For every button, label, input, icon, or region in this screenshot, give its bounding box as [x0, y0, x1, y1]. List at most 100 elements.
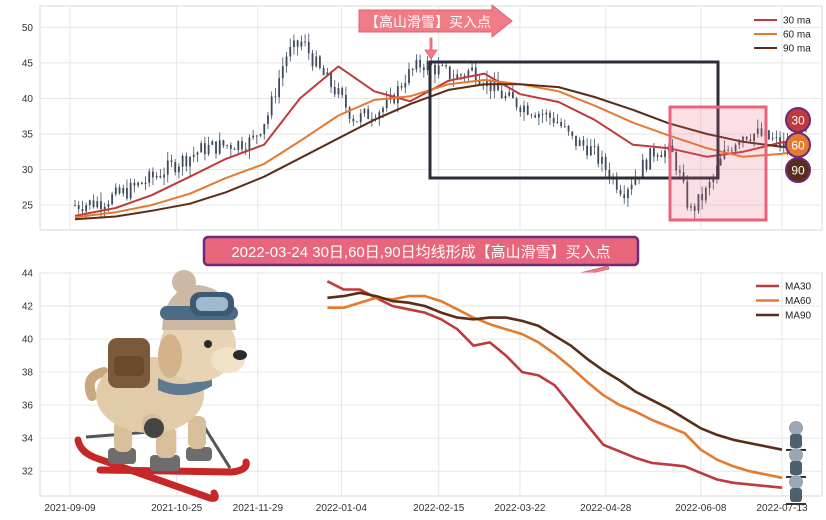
- bottom-y-tick-label: 38: [22, 368, 34, 379]
- bottom-series-MA90: [327, 291, 783, 451]
- candle-body: [422, 67, 425, 71]
- candle-body: [704, 187, 707, 201]
- bottom-y-tick-label: 40: [22, 335, 34, 346]
- candle-body: [192, 154, 195, 157]
- candle-body: [341, 88, 344, 95]
- small-skier-icon: [786, 421, 806, 505]
- candle-body: [185, 155, 188, 167]
- badge-90: [785, 157, 811, 183]
- candle-body: [563, 125, 566, 127]
- candle-body: [511, 92, 514, 99]
- candle-body: [88, 200, 91, 206]
- banner-box: [202, 235, 640, 267]
- candle-body: [727, 149, 730, 151]
- candle-body: [601, 156, 603, 164]
- candle-body: [486, 79, 488, 87]
- top-callout: 【高山滑雪】买入点: [358, 3, 513, 60]
- candle-body: [252, 135, 255, 138]
- candle-body: [526, 105, 529, 115]
- bottom-legend: MA30 MA60 MA90: [756, 282, 812, 322]
- candle-body: [363, 108, 366, 114]
- candle-body: [627, 189, 629, 199]
- highlight-box-pink: [668, 105, 768, 222]
- top-y-axis: 25 30 35 40 45 50: [22, 23, 34, 212]
- candle-body: [608, 169, 611, 179]
- candle-body: [300, 41, 303, 47]
- skiing-dog-icon: [74, 270, 250, 502]
- bottom-legend-label: MA30: [785, 282, 812, 293]
- candle-body: [107, 204, 110, 207]
- candle-body: [307, 41, 310, 54]
- candle-body: [463, 75, 466, 77]
- candle-body: [263, 123, 266, 135]
- top-legend-label: 30 ma: [783, 16, 811, 27]
- candle-body: [467, 70, 470, 77]
- candle-body: [634, 177, 637, 185]
- candle-body: [126, 188, 128, 199]
- candle-body: [237, 141, 240, 150]
- candle-body: [749, 139, 752, 141]
- candle-body: [122, 188, 125, 194]
- candle-body: [519, 107, 522, 113]
- candle-body: [311, 53, 314, 67]
- candle-body: [701, 194, 704, 201]
- top-y-tick-label: 35: [22, 130, 34, 141]
- candle-body: [419, 59, 422, 68]
- candle-body: [196, 152, 199, 155]
- candle-body: [515, 98, 518, 108]
- candle-body: [775, 137, 778, 139]
- candle-body: [393, 94, 396, 104]
- top-y-tick-label: 30: [22, 165, 34, 176]
- candle-body: [114, 187, 117, 195]
- top-series-60-ma: [74, 79, 811, 219]
- candle-body: [248, 137, 251, 151]
- candle-body: [760, 128, 763, 136]
- candle-body: [641, 159, 644, 178]
- candle-body: [530, 114, 533, 116]
- candle-body: [278, 78, 281, 98]
- candle-body: [296, 40, 299, 47]
- candle-body: [437, 65, 440, 75]
- candle-body: [315, 56, 318, 67]
- candle-body: [359, 113, 362, 122]
- candle-body: [382, 108, 384, 113]
- candle-body: [322, 67, 325, 76]
- candle-body: [567, 125, 570, 132]
- candle-body: [471, 67, 473, 71]
- candle-body: [500, 90, 503, 99]
- candle-body: [111, 194, 114, 205]
- candle-body: [582, 140, 585, 146]
- top-ma-lines: [74, 65, 811, 221]
- candle-body: [200, 143, 203, 153]
- bottom-x-tick-label: 2022-06-08: [675, 503, 727, 514]
- candle-body: [686, 181, 689, 208]
- candle-body: [385, 99, 388, 109]
- candle-body: [653, 148, 655, 157]
- bottom-legend-label: MA60: [785, 296, 812, 307]
- candle-body: [445, 65, 447, 67]
- candle-body: [645, 159, 648, 170]
- candle-body: [207, 144, 210, 155]
- candle-body: [549, 112, 551, 118]
- candle-body: [137, 182, 139, 186]
- top-legend-label: 60 ma: [783, 30, 811, 41]
- candle-body: [730, 150, 733, 152]
- candle-body: [411, 69, 414, 70]
- candle-body: [560, 121, 563, 127]
- candle-body: [660, 155, 663, 158]
- candle-body: [408, 69, 410, 84]
- candle-body: [289, 47, 292, 57]
- candle-body: [163, 174, 165, 178]
- bottom-x-tick-label: 2022-04-28: [580, 503, 632, 514]
- candle-body: [144, 182, 147, 185]
- candle-body: [678, 170, 681, 173]
- candle-body: [396, 86, 399, 104]
- top-series-90-ma: [74, 83, 811, 221]
- candle-body: [100, 201, 102, 210]
- candle-body: [745, 136, 748, 140]
- bottom-x-tick-label: 2022-07-13: [756, 503, 808, 514]
- candle-body: [129, 182, 132, 199]
- candle-body: [649, 148, 652, 170]
- bottom-y-tick-label: 42: [22, 302, 34, 313]
- bottom-y-tick-label: 36: [22, 401, 34, 412]
